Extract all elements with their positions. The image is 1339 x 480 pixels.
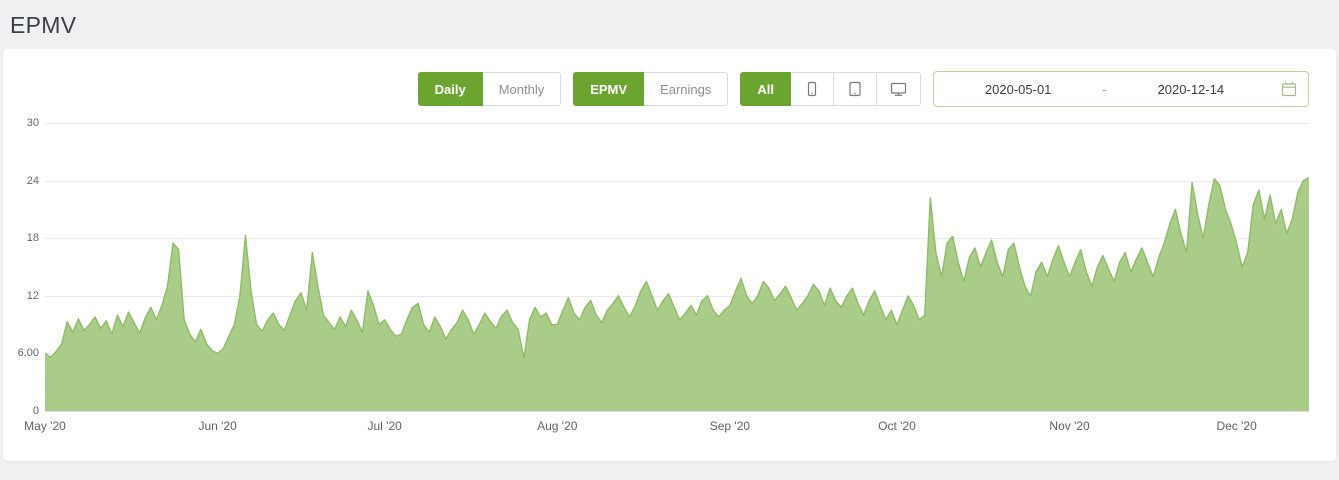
- page-title: EPMV: [10, 12, 77, 38]
- metric-toggle: EPMV Earnings: [573, 72, 729, 106]
- y-tick-label: 24: [26, 174, 39, 187]
- chart-toolbar: Daily Monthly EPMV Earnings All: [3, 71, 1336, 107]
- x-axis: May '20 Jun '20 Jul '20 Aug '20 Sep '20 …: [24, 411, 1309, 435]
- x-tick-label: Nov '20: [1049, 419, 1090, 433]
- gridline: 12: [27, 290, 1309, 302]
- y-tick-label: 18: [26, 232, 39, 245]
- device-filter: All: [740, 72, 921, 106]
- gridline: 30: [27, 117, 1309, 129]
- start-date[interactable]: 2020-05-01: [984, 81, 1052, 97]
- mobile-filter-button[interactable]: [790, 72, 834, 106]
- desktop-icon: [890, 82, 907, 96]
- chart-plot-area[interactable]: 30 24 18 12 6.00 0: [18, 117, 1309, 417]
- end-date[interactable]: 2020-12-14: [1157, 81, 1225, 97]
- y-tick-label: 6.00: [17, 347, 39, 360]
- earnings-button[interactable]: Earnings: [643, 72, 729, 106]
- x-tick-label: Jul '20: [367, 419, 402, 433]
- x-axis-baseline: 0: [33, 405, 1309, 417]
- monthly-button[interactable]: Monthly: [481, 72, 562, 106]
- tablet-icon: [849, 81, 861, 97]
- tablet-filter-button[interactable]: [833, 72, 877, 106]
- mobile-icon: [807, 81, 817, 97]
- x-tick-label: May '20: [24, 419, 66, 433]
- frequency-toggle: Daily Monthly: [417, 72, 562, 106]
- gridline: 24: [27, 175, 1309, 187]
- epmv-area-series: [45, 177, 1309, 411]
- y-tick-label: 12: [26, 289, 39, 302]
- date-separator: -: [1102, 81, 1107, 97]
- all-devices-button[interactable]: All: [740, 72, 791, 106]
- y-tick-label: 0: [32, 405, 39, 417]
- calendar-icon[interactable]: [1281, 81, 1297, 97]
- date-range-picker[interactable]: 2020-05-01 - 2020-12-14: [933, 71, 1309, 107]
- x-tick-label: Aug '20: [537, 419, 578, 433]
- page-header: EPMV: [0, 0, 1339, 49]
- daily-button[interactable]: Daily: [417, 72, 483, 106]
- gridline: 18: [27, 232, 1309, 244]
- epmv-area-outline: [45, 178, 1309, 358]
- epmv-button[interactable]: EPMV: [573, 72, 645, 106]
- epmv-chart: 30 24 18 12 6.00 0 May '20 Jun '20 Jul '…: [11, 117, 1309, 435]
- x-tick-label: Jun '20: [198, 419, 237, 433]
- chart-card: Daily Monthly EPMV Earnings All: [3, 49, 1336, 461]
- area-chart-svg: [45, 123, 1309, 411]
- x-tick-label: Oct '20: [878, 419, 916, 433]
- x-tick-label: Sep '20: [709, 419, 751, 433]
- desktop-filter-button[interactable]: [876, 72, 921, 106]
- x-tick-label: Dec '20: [1216, 419, 1257, 433]
- y-tick-label: 30: [26, 117, 39, 129]
